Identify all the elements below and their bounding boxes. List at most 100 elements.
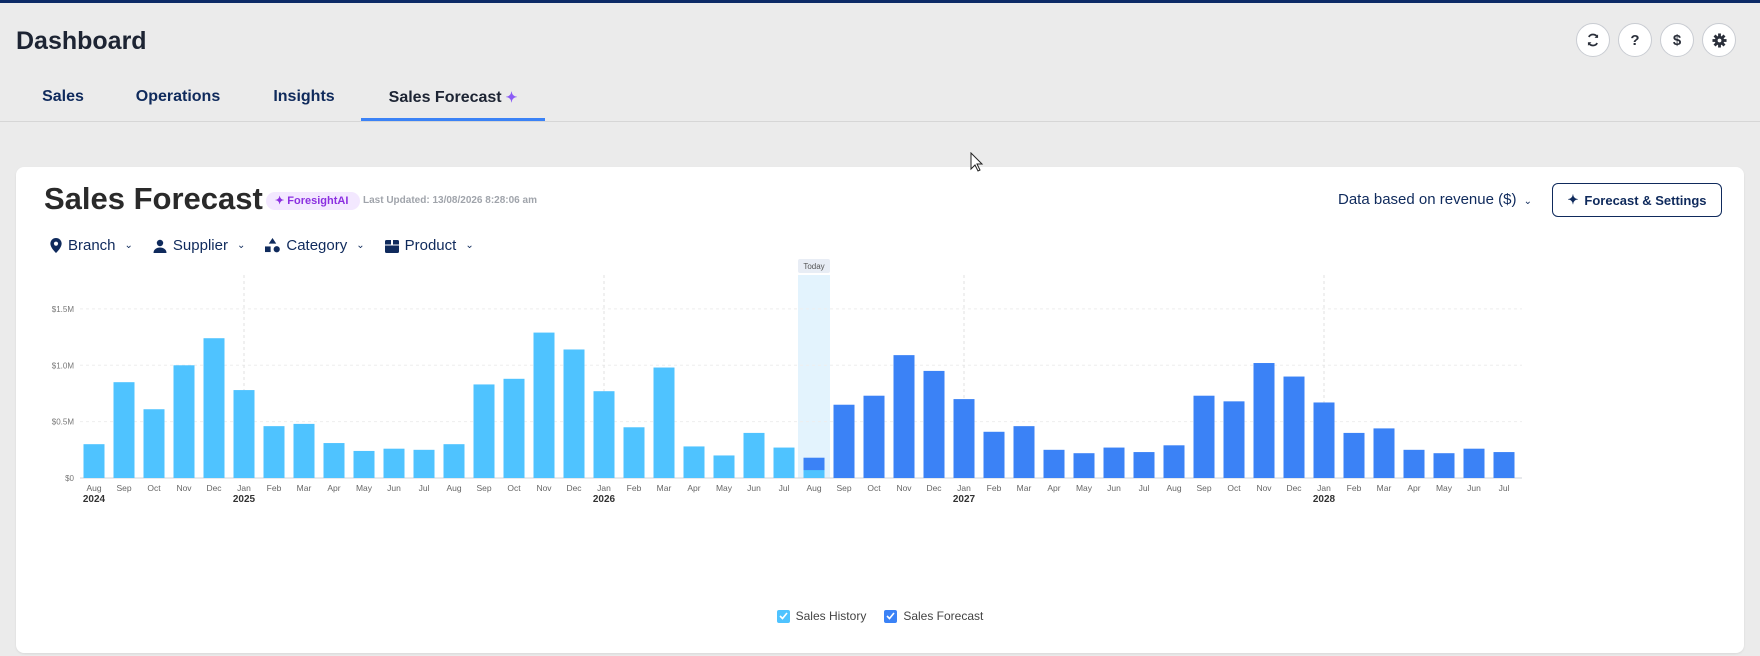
x-tick-label: Nov <box>176 483 192 493</box>
bar-history <box>623 427 645 478</box>
x-tick-label: May <box>1436 483 1453 493</box>
tab-sales[interactable]: Sales <box>42 88 84 105</box>
bar-history <box>203 338 225 478</box>
filter-product[interactable]: Product ⌄ <box>384 237 474 254</box>
x-tick-label: Dec <box>566 483 582 493</box>
bar-forecast <box>1163 445 1185 478</box>
checkbox-checked-icon <box>884 609 898 623</box>
bar-history <box>143 409 165 478</box>
bar-history <box>803 470 825 478</box>
year-label: 2025 <box>233 494 256 505</box>
last-updated: Last Updated: 13/08/2026 8:28:06 am <box>363 195 537 206</box>
shapes-icon <box>265 238 281 253</box>
bar-forecast <box>893 355 915 478</box>
x-tick-label: Jul <box>779 483 790 493</box>
refresh-icon[interactable] <box>1576 23 1610 57</box>
x-tick-label: Jul <box>419 483 430 493</box>
bar-history <box>173 365 195 478</box>
bar-history <box>563 349 585 478</box>
bar-history <box>353 450 375 478</box>
x-tick-label: Jan <box>957 483 971 493</box>
x-tick-label: Mar <box>1017 483 1032 493</box>
chevron-down-icon: ⌄ <box>124 240 133 251</box>
x-tick-label: Oct <box>867 483 881 493</box>
tab-sales-forecast-label: Sales Forecast <box>388 89 502 106</box>
chevron-down-icon: ⌄ <box>356 240 365 251</box>
x-tick-label: Dec <box>926 483 942 493</box>
bar-forecast <box>1433 453 1455 478</box>
today-tag <box>798 259 830 273</box>
dollar-icon[interactable]: $ <box>1660 23 1694 57</box>
legend-sales-forecast-label: Sales Forecast <box>903 609 984 623</box>
foresight-badge: ✦ ForesightAI <box>266 192 361 210</box>
x-tick-label: Oct <box>507 483 521 493</box>
x-tick-label: Apr <box>327 483 340 493</box>
bar-history <box>443 444 465 478</box>
x-tick-label: May <box>356 483 373 493</box>
forecast-settings-label: Forecast & Settings <box>1584 192 1707 208</box>
x-tick-label: May <box>716 483 733 493</box>
year-label: 2026 <box>593 494 616 505</box>
bar-forecast <box>1253 363 1275 478</box>
x-tick-label: Feb <box>987 483 1002 493</box>
filter-bar: Branch ⌄ Supplier ⌄ Category ⌄ Product ⌄ <box>50 237 474 254</box>
legend-sales-history[interactable]: Sales History <box>776 609 866 623</box>
x-tick-label: Sep <box>1196 483 1211 493</box>
data-basis-dropdown[interactable]: Data based on revenue ($) ⌄ <box>1338 191 1532 208</box>
bar-forecast <box>1343 432 1365 478</box>
bar-history <box>683 446 705 478</box>
bar-forecast <box>1043 449 1065 478</box>
settings-icon[interactable] <box>1702 23 1736 57</box>
forecast-settings-button[interactable]: ✦ Forecast & Settings <box>1552 183 1722 217</box>
x-tick-label: Aug <box>446 483 461 493</box>
x-tick-label: Apr <box>1407 483 1420 493</box>
x-tick-label: Apr <box>1047 483 1060 493</box>
tab-bar: Sales Operations Insights Sales Forecast… <box>0 75 1760 122</box>
tab-sales-forecast[interactable]: Sales Forecast ✦ <box>361 75 545 121</box>
bar-forecast <box>863 395 885 478</box>
legend-sales-forecast[interactable]: Sales Forecast <box>884 609 983 623</box>
bar-forecast <box>1493 452 1515 478</box>
x-tick-label: Nov <box>536 483 552 493</box>
x-tick-label: Mar <box>1377 483 1392 493</box>
x-tick-label: Feb <box>267 483 282 493</box>
x-tick-label: Nov <box>896 483 912 493</box>
bar-history <box>503 378 525 478</box>
location-pin-icon <box>50 238 62 253</box>
x-tick-label: Sep <box>836 483 851 493</box>
page-title: Dashboard <box>16 27 147 55</box>
help-icon[interactable]: ? <box>1618 23 1652 57</box>
bar-history <box>533 332 555 478</box>
x-tick-label: Jul <box>1139 483 1150 493</box>
bar-history <box>713 455 735 478</box>
x-tick-label: Jan <box>597 483 611 493</box>
bar-forecast <box>1073 453 1095 478</box>
filter-category[interactable]: Category ⌄ <box>265 237 365 254</box>
filter-supplier[interactable]: Supplier ⌄ <box>153 237 245 254</box>
person-icon <box>153 239 167 253</box>
toolbar: ? $ <box>1576 23 1736 57</box>
bar-history <box>383 448 405 478</box>
x-tick-label: Jun <box>1107 483 1121 493</box>
bar-history <box>263 426 285 478</box>
sparkle-icon: ✦ <box>275 195 288 207</box>
sparkle-icon: ✦ <box>1567 192 1579 207</box>
bar-history <box>113 382 135 478</box>
x-tick-label: Sep <box>476 483 491 493</box>
x-tick-label: Aug <box>86 483 101 493</box>
tab-insights[interactable]: Insights <box>273 88 335 105</box>
x-tick-label: Apr <box>687 483 700 493</box>
y-tick-label: $1.0M <box>52 361 75 370</box>
chevron-down-icon: ⌄ <box>236 240 246 251</box>
filter-branch[interactable]: Branch ⌄ <box>50 237 133 254</box>
bar-history <box>83 444 105 478</box>
bar-history <box>293 423 315 478</box>
filter-product-label: Product <box>404 237 457 254</box>
x-tick-label: Jun <box>1467 483 1481 493</box>
bar-forecast <box>1403 449 1425 478</box>
y-tick-label: $0.5M <box>52 418 75 427</box>
tab-operations[interactable]: Operations <box>135 88 221 105</box>
bar-history <box>593 391 615 478</box>
card-title: Sales Forecast <box>44 181 263 216</box>
y-tick-label: $0 <box>65 474 74 483</box>
